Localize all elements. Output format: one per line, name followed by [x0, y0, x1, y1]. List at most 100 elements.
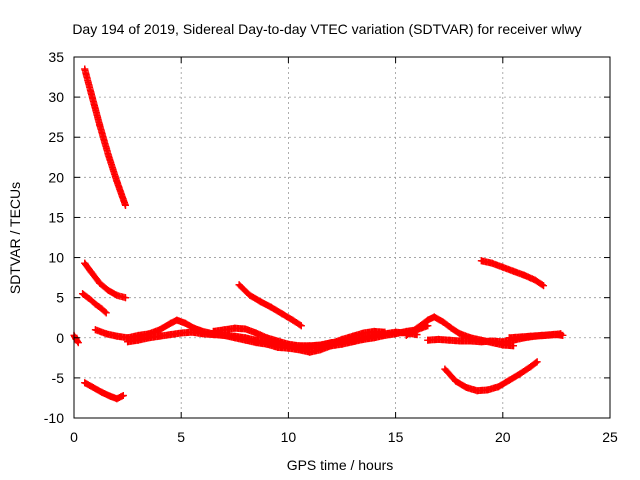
series-trace: [477, 257, 547, 290]
data-point: [527, 332, 535, 340]
data-point: [166, 331, 174, 339]
data-point: [289, 316, 297, 324]
data-point: [499, 338, 507, 346]
data-series: [70, 65, 567, 403]
y-tick-label: 5: [56, 290, 64, 306]
series-arc-3: [79, 290, 110, 317]
data-point: [177, 329, 185, 337]
data-point: [252, 329, 260, 337]
data-point: [119, 392, 127, 400]
data-point: [499, 263, 507, 271]
data-point: [413, 324, 421, 332]
data-point: [424, 316, 432, 324]
data-point: [173, 316, 181, 324]
data-point: [156, 332, 164, 340]
data-point: [488, 337, 496, 345]
data-point: [124, 338, 132, 346]
data-point: [445, 336, 453, 344]
series-arc-8: [209, 324, 389, 350]
data-point: [252, 336, 260, 344]
y-tick-label: 10: [48, 250, 64, 266]
series-trace: [441, 358, 541, 395]
data-point: [209, 327, 217, 335]
data-point: [338, 335, 346, 343]
data-point: [121, 201, 129, 209]
data-point: [74, 339, 82, 347]
x-tick-label: 25: [602, 429, 618, 445]
data-point: [439, 318, 447, 326]
data-point: [274, 337, 282, 345]
series-arc-14: [477, 257, 548, 290]
data-point: [505, 376, 513, 384]
data-point: [113, 395, 121, 403]
data-point: [381, 328, 389, 336]
data-point: [113, 332, 121, 340]
data-point: [447, 324, 455, 332]
data-point: [434, 335, 442, 343]
x-tick-label: 20: [495, 429, 511, 445]
data-point: [235, 281, 243, 289]
data-point: [106, 392, 114, 400]
data-point: [441, 365, 449, 373]
series-arc-12: [505, 330, 565, 342]
y-tick-label: -10: [44, 410, 64, 426]
x-tick-label: 5: [177, 429, 185, 445]
axis-ticks: 0 5 10 15 20 25 -10 -5 0 5 10 15 20 25 30 35: [44, 49, 618, 445]
data-point: [456, 330, 464, 338]
y-tick-label: 15: [48, 209, 64, 225]
data-point: [231, 332, 239, 340]
y-tick-label: 30: [48, 89, 64, 105]
data-point: [166, 319, 174, 327]
data-point: [181, 319, 189, 327]
series-arc-5: [70, 331, 82, 347]
grid-lines: [74, 57, 610, 418]
x-tick-label: 10: [281, 429, 297, 445]
data-point: [462, 384, 470, 392]
x-tick-label: 0: [70, 429, 78, 445]
y-tick-label: -5: [52, 370, 65, 386]
data-point: [477, 257, 485, 265]
chart-title: Day 194 of 2019, Sidereal Day-to-day VTE…: [72, 21, 581, 37]
series-arc-4: [81, 379, 127, 403]
data-point: [81, 379, 89, 387]
x-tick-label: 15: [388, 429, 404, 445]
data-point: [402, 331, 410, 339]
data-point: [134, 336, 142, 344]
data-point: [91, 300, 99, 308]
data-point: [306, 342, 314, 350]
data-point: [96, 279, 104, 287]
data-point: [242, 325, 250, 333]
data-point: [516, 370, 524, 378]
data-point: [527, 363, 535, 371]
data-point: [79, 290, 87, 298]
y-tick-label: 25: [48, 129, 64, 145]
data-point: [548, 331, 556, 339]
data-point: [413, 331, 421, 339]
data-point: [531, 276, 539, 284]
data-point: [295, 342, 303, 350]
data-point: [392, 328, 400, 336]
data-point: [81, 259, 89, 267]
data-point: [533, 358, 541, 366]
data-point: [104, 286, 112, 294]
data-point: [113, 177, 121, 185]
data-point: [263, 334, 271, 342]
data-point: [102, 330, 110, 338]
data-point: [505, 334, 513, 342]
data-point: [246, 291, 254, 299]
data-point: [113, 291, 121, 299]
data-point: [199, 330, 207, 338]
data-point: [96, 121, 104, 129]
series-arc-1: [81, 65, 129, 209]
data-point: [359, 329, 367, 337]
data-point: [284, 340, 292, 348]
data-point: [484, 386, 492, 394]
y-tick-label: 35: [48, 49, 64, 65]
data-point: [231, 324, 239, 332]
data-point: [430, 313, 438, 321]
series-arc-13: [441, 358, 541, 395]
data-point: [537, 331, 545, 339]
data-point: [317, 341, 325, 349]
data-point: [467, 337, 475, 345]
series-trace: [235, 281, 305, 330]
